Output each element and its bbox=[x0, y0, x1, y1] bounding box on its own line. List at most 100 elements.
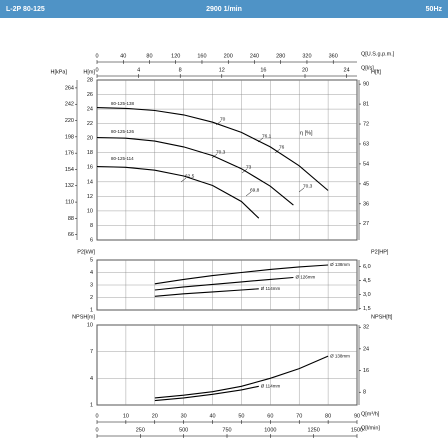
x-tick-label: 1000 bbox=[264, 427, 276, 433]
y2-tick-label: 45 bbox=[363, 181, 369, 187]
x-tick-label: 200 bbox=[224, 53, 233, 59]
y-tick-label: 22 bbox=[87, 121, 93, 127]
y-axis-title: NPSH[m] bbox=[72, 314, 95, 320]
curve-label: 80-125-114 bbox=[111, 156, 134, 161]
x-tick-label: 8 bbox=[179, 67, 182, 73]
y-tick-label: 1 bbox=[90, 402, 93, 408]
y2-tick-label: 4,5 bbox=[363, 278, 371, 284]
plot-frame bbox=[96, 79, 358, 241]
x-tick-label: 50 bbox=[238, 413, 244, 419]
efficiency-label: 70 bbox=[220, 116, 226, 122]
iso-efficiency-mark bbox=[215, 120, 222, 126]
x-tick-label: 280 bbox=[276, 53, 285, 59]
x-tick-label: 250 bbox=[136, 427, 145, 433]
y2-tick-label: 154 bbox=[65, 167, 74, 173]
y2-tick-label: 132 bbox=[65, 183, 74, 189]
plot-frame bbox=[96, 324, 358, 406]
y2-tick-label: 110 bbox=[65, 200, 74, 206]
efficiency-label: 76 bbox=[279, 144, 285, 150]
frequency: 50Hz bbox=[426, 6, 443, 13]
x-tick-label: 20 bbox=[302, 67, 308, 73]
y-tick-label: 10 bbox=[87, 322, 93, 328]
y2-tick-label: 72 bbox=[363, 121, 369, 127]
curve bbox=[154, 385, 259, 402]
x-tick-label: 320 bbox=[302, 53, 311, 59]
curve bbox=[96, 136, 294, 206]
y-tick-label: 14 bbox=[87, 179, 93, 185]
y2-tick-label: 32 bbox=[363, 325, 369, 331]
curve-label: Ø 138mm bbox=[330, 262, 350, 267]
x-tick-label: 60 bbox=[267, 413, 273, 419]
y2-tick-label: 242 bbox=[65, 102, 74, 108]
curve-label: 80-125-138 bbox=[111, 101, 135, 106]
y-tick-label: 10 bbox=[87, 208, 93, 214]
speed: 2900 1/min bbox=[206, 6, 242, 13]
y2-tick-label: 81 bbox=[363, 102, 369, 108]
efficiency-label: 62,5 bbox=[185, 173, 195, 179]
y2-tick-label: 36 bbox=[363, 201, 369, 207]
x-tick-label: 24 bbox=[344, 67, 350, 73]
x-tick-label: 40 bbox=[209, 413, 215, 419]
axis-title: Q[m³/h] bbox=[361, 411, 380, 417]
y2-tick-label: 3,0 bbox=[363, 292, 371, 298]
header-bar bbox=[0, 0, 448, 18]
y-tick-label: 12 bbox=[87, 194, 93, 200]
y2-tick-label: 63 bbox=[363, 141, 369, 147]
y-tick-label: 1 bbox=[90, 307, 93, 313]
x-tick-label: 80 bbox=[146, 53, 152, 59]
y2-tick-label: 88 bbox=[68, 216, 74, 222]
x-tick-label: 1500 bbox=[351, 427, 363, 433]
y-axis-title: P2[kW] bbox=[77, 249, 95, 255]
curve bbox=[96, 107, 329, 191]
axis-title: H[ft] bbox=[371, 69, 382, 75]
y-tick-label: 28 bbox=[87, 77, 93, 83]
curve bbox=[154, 264, 329, 285]
curve-label: 80-125-126 bbox=[111, 129, 135, 134]
y2-tick-label: 66 bbox=[68, 232, 74, 238]
y-tick-label: 18 bbox=[87, 150, 93, 156]
x-tick-label: 70 bbox=[296, 413, 302, 419]
iso-efficiency-mark bbox=[245, 191, 252, 197]
model-title: L-2P 80-125 bbox=[6, 6, 45, 13]
x-tick-label: 10 bbox=[123, 413, 129, 419]
x-tick-label: 16 bbox=[260, 67, 266, 73]
y-axis-title: H[m] bbox=[83, 69, 95, 75]
x-tick-label: 120 bbox=[171, 53, 180, 59]
y-tick-label: 4 bbox=[90, 376, 93, 382]
y2-tick-label: 1,5 bbox=[363, 306, 371, 312]
x-tick-label: 240 bbox=[250, 53, 259, 59]
curve bbox=[96, 165, 260, 219]
curve-label: Ø 114mm bbox=[261, 384, 281, 389]
curve bbox=[154, 276, 294, 291]
curve bbox=[154, 355, 329, 399]
axis-title: H[kPa] bbox=[50, 69, 67, 75]
y2-tick-label: 8 bbox=[363, 390, 366, 396]
efficiency-label: 76,1 bbox=[262, 133, 272, 139]
efficiency-label: 73 bbox=[246, 164, 252, 170]
axis-title: Q[l/min] bbox=[361, 425, 380, 431]
y-tick-label: 24 bbox=[87, 107, 93, 113]
y-tick-label: 2 bbox=[90, 295, 93, 301]
y2-tick-label: 220 bbox=[65, 118, 74, 124]
x-tick-label: 40 bbox=[120, 53, 126, 59]
y2-tick-label: 176 bbox=[65, 151, 74, 157]
y2-tick-label: 90 bbox=[363, 82, 369, 88]
axis-title: Q[l/s] bbox=[361, 65, 374, 71]
y2-tick-label: 16 bbox=[363, 368, 369, 374]
x-tick-label: 30 bbox=[181, 413, 187, 419]
y2-tick-label: 54 bbox=[363, 161, 369, 167]
y-tick-label: 8 bbox=[90, 223, 93, 229]
y2-tick-label: 6,0 bbox=[363, 264, 371, 270]
y2-tick-label: 24 bbox=[363, 346, 369, 352]
axis-title: Q[U.S.g.p.m.] bbox=[361, 51, 395, 57]
x-tick-label: 80 bbox=[325, 413, 331, 419]
efficiency-label: 69,8 bbox=[250, 187, 260, 193]
x-tick-label: 90 bbox=[354, 413, 360, 419]
iso-efficiency-mark bbox=[298, 187, 305, 193]
y2-tick-label: 27 bbox=[363, 221, 369, 227]
x-tick-label: 500 bbox=[179, 427, 188, 433]
y-tick-label: 3 bbox=[90, 282, 93, 288]
x-tick-label: 4 bbox=[137, 67, 140, 73]
iso-efficiency-mark bbox=[180, 177, 187, 183]
